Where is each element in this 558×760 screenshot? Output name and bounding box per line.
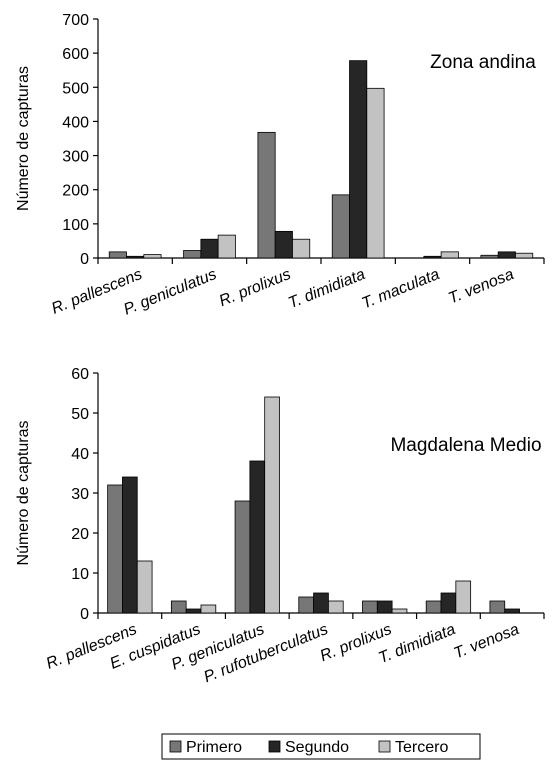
bar-tercero-6 [515, 252, 534, 259]
legend-label-segundo: Segundo [285, 739, 349, 756]
y-tick-label: 30 [71, 486, 89, 503]
bar-primero-3 [257, 131, 276, 259]
bar-primero-6 [425, 600, 442, 614]
bar-tercero-5 [391, 608, 408, 614]
y-tick-label: 400 [62, 114, 89, 131]
bar-tercero-3 [264, 396, 280, 614]
x-category-label: T. venosa [446, 266, 516, 308]
bar-tercero-1 [136, 560, 153, 614]
bar-primero-2 [170, 600, 187, 614]
bar-primero-6 [480, 254, 499, 259]
bar-segundo-1 [126, 255, 145, 259]
bar-tercero-2 [200, 604, 217, 614]
bar-tercero-6 [455, 580, 472, 614]
bar-primero-7 [489, 600, 506, 614]
legend-swatch-tercero [378, 740, 391, 753]
bar-segundo-4 [349, 60, 368, 259]
y-tick-label: 200 [62, 183, 89, 200]
bar-segundo-2 [200, 238, 219, 259]
bar-primero-2 [183, 250, 202, 259]
y-tick-label: 40 [71, 446, 89, 463]
y-tick-label: 100 [62, 217, 89, 234]
bar-segundo-2 [185, 608, 202, 614]
y-tick-label: 700 [62, 12, 89, 29]
bar-tercero-1 [143, 254, 162, 259]
panel-title: Magdalena Medio [390, 435, 541, 456]
bar-tercero-2 [217, 234, 236, 259]
bar-primero-4 [298, 596, 314, 614]
y-tick-label: 50 [71, 406, 89, 423]
bar-primero-3 [234, 500, 251, 614]
bar-segundo-1 [122, 476, 138, 614]
chart-panel-2: 0 10 20 30 40 50 60 Número de capturas Magdalena… [15, 366, 545, 686]
x-category-label: T. maculata [359, 266, 442, 313]
bar-segundo-6 [497, 251, 516, 259]
bar-tercero-3 [292, 238, 311, 259]
y-tick-label: 500 [62, 80, 89, 97]
legend: Primero Segundo Tercero [161, 733, 481, 760]
legend-swatch-segundo [268, 740, 281, 753]
bar-segundo-5 [376, 600, 393, 614]
y-tick-label: 600 [62, 46, 89, 63]
bar-segundo-4 [313, 592, 329, 614]
y-axis-label: Número de capturas [15, 421, 32, 566]
bar-segundo-5 [423, 255, 442, 259]
bar-tercero-5 [440, 251, 459, 259]
bar-segundo-3 [274, 230, 293, 259]
bar-primero-5 [362, 600, 378, 614]
panel-title: Zona andina [430, 52, 536, 73]
legend-box [161, 733, 481, 760]
y-tick-label: 300 [62, 149, 89, 166]
y-tick-label: 0 [80, 251, 89, 268]
x-category-label: T. venosa [451, 621, 521, 663]
bar-segundo-7 [504, 608, 520, 614]
legend-label-primero: Primero [186, 739, 242, 756]
y-axis-label: Número de capturas [15, 66, 32, 211]
bar-primero-1 [107, 484, 123, 614]
bar-tercero-4 [366, 87, 385, 259]
y-tick-label: 0 [80, 606, 89, 623]
bar-segundo-6 [440, 592, 457, 614]
bar-primero-1 [108, 251, 127, 259]
x-category-label: R. prolixus [217, 266, 293, 310]
legend-swatch-primero [169, 740, 182, 753]
bar-segundo-3 [249, 460, 266, 614]
y-tick-label: 20 [71, 526, 89, 543]
y-tick-label: 60 [71, 366, 89, 383]
x-category-label: T. dimidiata [286, 266, 368, 312]
bar-tercero-4 [328, 600, 344, 614]
chart-panel-1: 0 100 200 300 400 500 600 700 Número de capturas… [15, 12, 545, 319]
y-tick-label: 10 [71, 566, 89, 583]
bar-primero-4 [331, 194, 350, 259]
legend-label-tercero: Tercero [395, 739, 448, 756]
